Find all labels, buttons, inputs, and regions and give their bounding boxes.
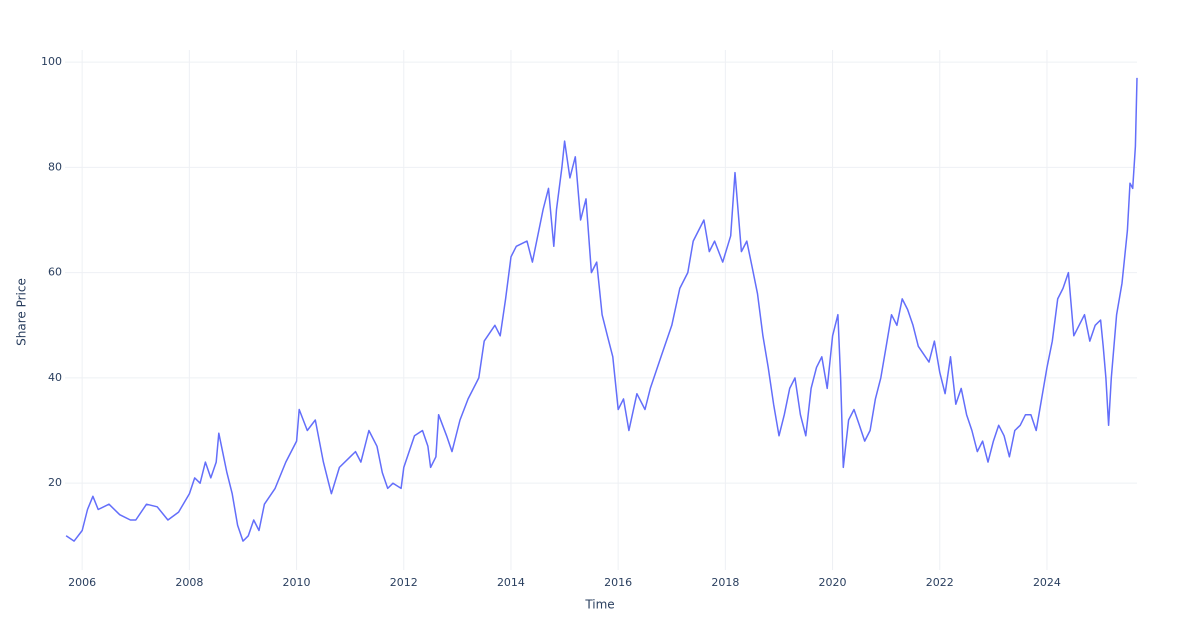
x-tick-label: 2008 [175,576,203,589]
y-tick-label: 40 [48,371,62,384]
x-tick-label: 2018 [711,576,739,589]
x-tick-label: 2016 [604,576,632,589]
y-tick-label: 20 [48,476,62,489]
x-tick-label: 2024 [1033,576,1061,589]
x-tick-label: 2006 [68,576,96,589]
x-axis-title: Time [584,598,614,612]
y-tick-label: 60 [48,266,62,279]
y-axis-title: Share Price [15,278,29,346]
price-line [65,77,1138,542]
y-tick-label: 100 [41,55,62,68]
x-tick-label: 2022 [926,576,954,589]
x-tick-label: 2012 [390,576,418,589]
y-tick-label: 80 [48,160,62,173]
x-tick-label: 2014 [497,576,525,589]
x-tick-label: 2010 [283,576,311,589]
x-tick-label: 2020 [819,576,847,589]
